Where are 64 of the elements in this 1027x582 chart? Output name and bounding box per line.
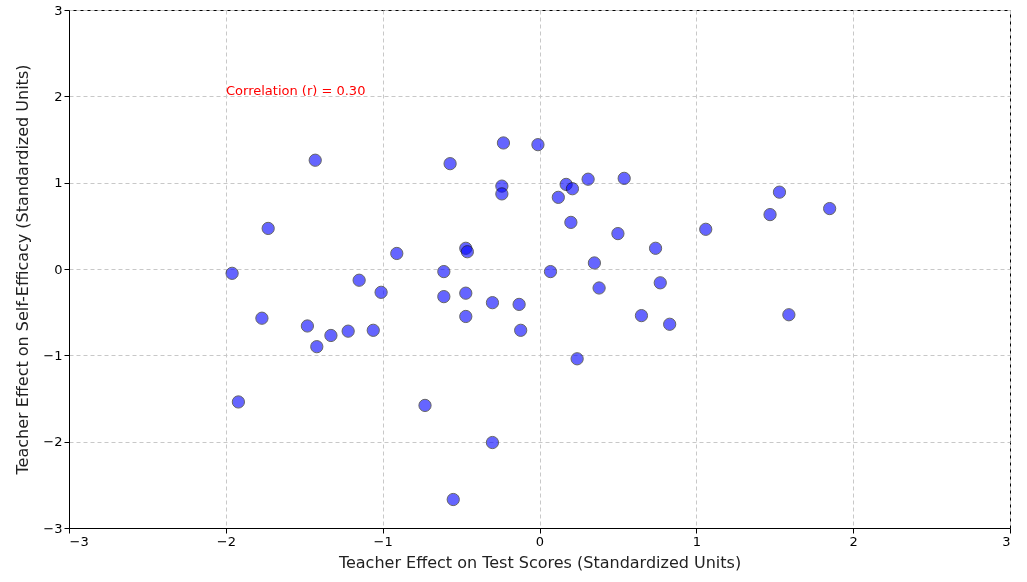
annotation: Correlation (r) = 0.30 (226, 83, 366, 98)
y-tick-label: −3 (43, 520, 63, 536)
x-tick-label: −2 (216, 533, 236, 549)
point (634, 309, 649, 323)
point (352, 273, 366, 287)
point (437, 290, 451, 304)
y-tick-label: 2 (54, 88, 63, 104)
x-tick-label: −3 (69, 533, 89, 549)
point (611, 226, 625, 241)
point (565, 182, 580, 196)
point (460, 245, 474, 259)
x-tick-label: 1 (692, 533, 701, 549)
x-tick-label: −1 (373, 533, 393, 549)
point (231, 395, 245, 409)
point (496, 136, 511, 150)
point (514, 323, 528, 337)
point (663, 317, 677, 331)
point (617, 171, 631, 185)
point (648, 241, 663, 255)
point (459, 286, 473, 300)
point (772, 185, 787, 199)
point (437, 264, 451, 279)
y-tick-label: 1 (54, 175, 63, 191)
y-tick-label: 3 (54, 2, 63, 18)
point (485, 296, 500, 310)
point (823, 201, 837, 216)
point (459, 309, 473, 324)
x-axis-title: Teacher Effect on Test Scores (Standardized Units) (337, 552, 742, 572)
point (255, 311, 269, 325)
point (366, 323, 380, 337)
point (543, 264, 558, 279)
point (225, 266, 239, 280)
y-tick-label: −2 (43, 434, 63, 450)
point (581, 172, 595, 186)
point (564, 215, 578, 229)
point (485, 435, 500, 450)
point (341, 324, 355, 338)
y-tick-label: −1 (43, 347, 63, 363)
y-axis-title: Teacher Effect on Self-Efficacy (Standardized Units) (13, 64, 33, 476)
point (261, 221, 275, 236)
point (653, 276, 667, 290)
x-tick-label: 0 (535, 533, 545, 549)
point (308, 153, 322, 167)
point (310, 340, 324, 354)
point (699, 222, 713, 236)
y-tick-label: 0 (54, 261, 63, 277)
point (531, 138, 545, 152)
point (443, 157, 457, 171)
point (324, 328, 338, 343)
point (495, 187, 509, 201)
x-tick-label: 3 (1002, 533, 1011, 549)
point (390, 246, 404, 261)
x-tick-label: 2 (849, 533, 858, 549)
point (570, 352, 584, 366)
point (587, 256, 602, 270)
point (512, 297, 526, 312)
point (374, 285, 388, 299)
point (418, 398, 432, 413)
point (763, 208, 777, 222)
point (782, 308, 796, 322)
point (300, 319, 315, 333)
point (592, 281, 606, 295)
point (551, 190, 565, 204)
point (446, 492, 460, 507)
